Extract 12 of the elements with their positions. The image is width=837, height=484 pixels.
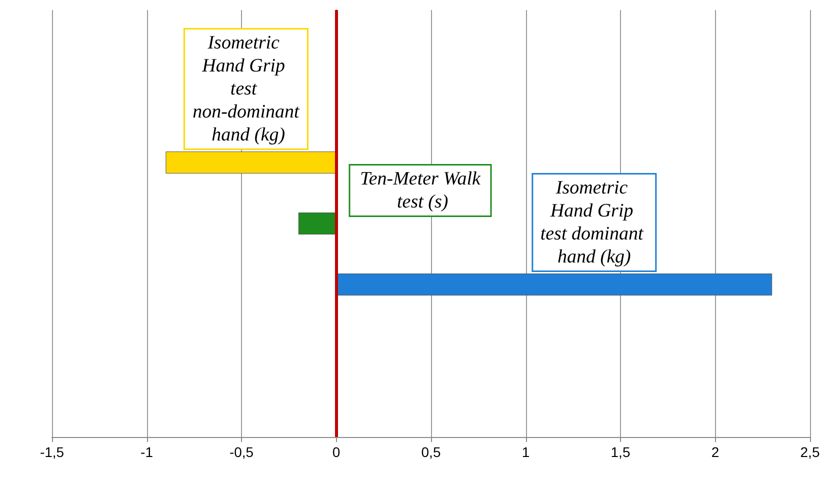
x-tick-label: 2,5 — [800, 444, 820, 460]
x-tick-label: -1 — [140, 444, 154, 460]
x-tick-label: -0,5 — [229, 444, 254, 460]
x-tick-label: 0 — [332, 444, 340, 460]
x-tick-label: 0,5 — [421, 444, 441, 460]
annotation: Ten-Meter Walk test (s) — [360, 168, 482, 212]
annotation: Isometric Hand Grip test dominant hand (kg) — [540, 178, 648, 268]
annotation: Isometric Hand Grip test non-dominant hand (kg) — [192, 32, 300, 146]
x-tick-label: 1 — [522, 444, 530, 460]
x-tick-label: -1,5 — [40, 444, 64, 460]
x-tick-label: 1,5 — [610, 444, 630, 460]
x-tick-label: 2 — [711, 444, 720, 460]
